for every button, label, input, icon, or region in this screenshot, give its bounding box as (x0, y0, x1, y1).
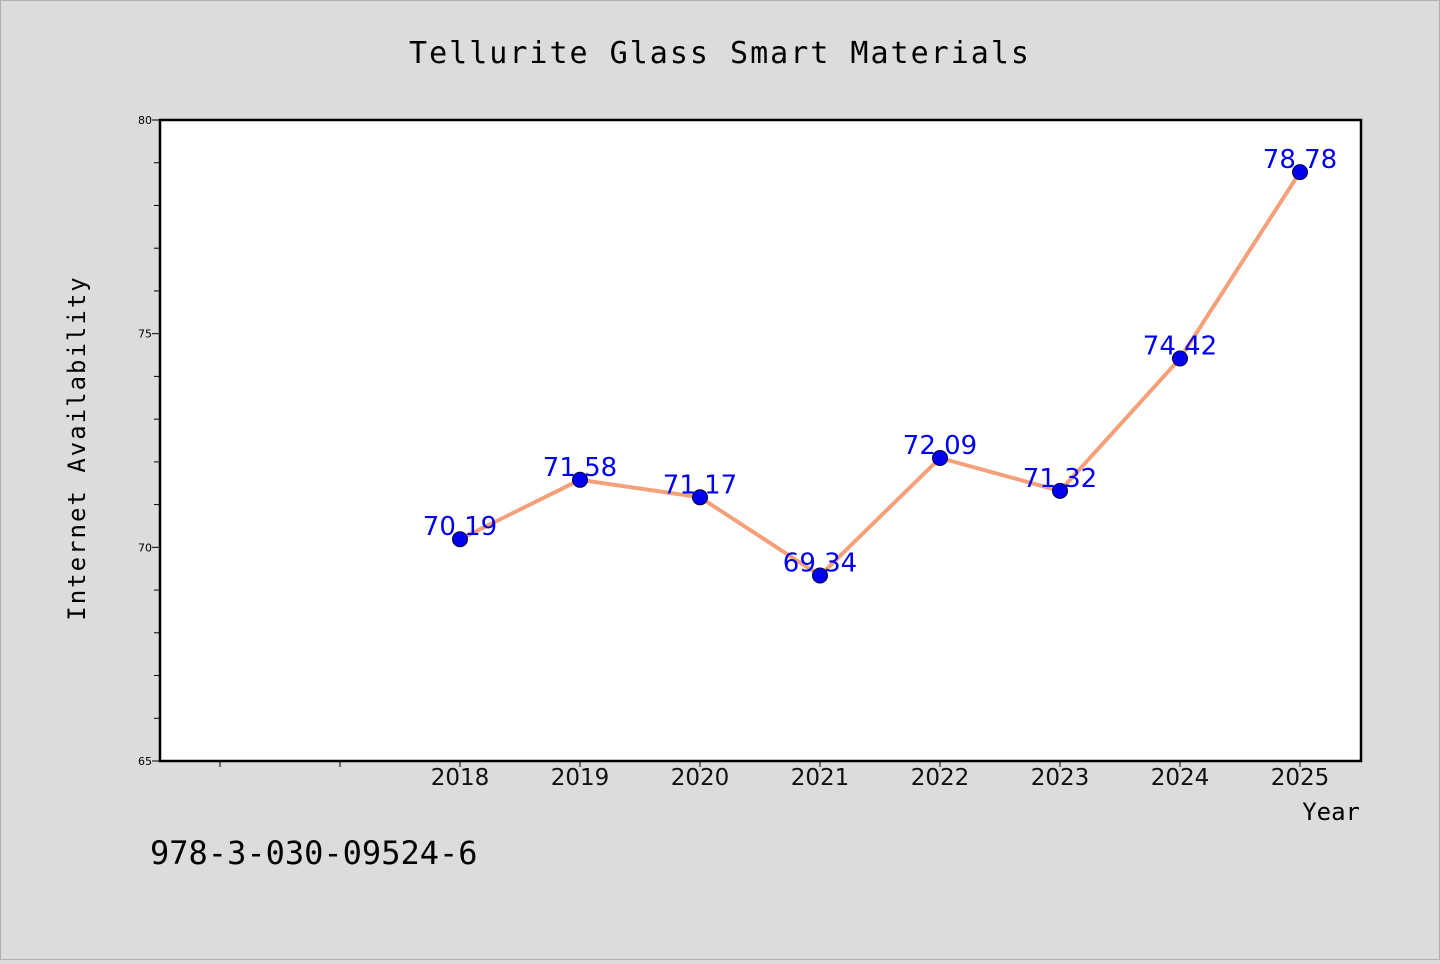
plot-area (158, 118, 1363, 763)
data-label: 70.19 (423, 512, 497, 542)
series-line (459, 171, 1302, 578)
y-axis-label: Internet Availability (63, 275, 91, 620)
data-label: 71.58 (543, 453, 617, 483)
data-point (572, 471, 588, 488)
data-markers (452, 164, 1308, 584)
x-axis-ticks: 2018 2019 2020 2021 2022 2023 2024 2025 (219, 761, 1330, 791)
data-label: 74.42 (1143, 332, 1217, 362)
data-label: 71.17 (663, 470, 737, 500)
data-point (812, 567, 828, 584)
x-tick-label: 2023 (1031, 765, 1090, 791)
data-point (692, 489, 708, 506)
chart-title: Tellurite Glass Smart Materials (409, 36, 1031, 71)
y-tick-label: 80 (138, 114, 152, 127)
y-axis-ticks: 65 70 75 80 (138, 114, 160, 768)
y-tick-label: 70 (138, 541, 152, 554)
data-label: 72.09 (903, 431, 977, 461)
footer-isbn: 978-3-030-09524-6 (150, 834, 478, 872)
data-point (1172, 350, 1188, 367)
x-tick-label: 2019 (551, 765, 610, 791)
x-tick-label: 2022 (911, 765, 970, 791)
x-tick-label: 2025 (1271, 765, 1330, 791)
data-label: 78.78 (1263, 145, 1337, 175)
data-labels: 70.19 71.58 71.17 69.34 72.09 71.32 74.42 78.78 (423, 145, 1337, 578)
x-axis-label: Year (1302, 798, 1360, 826)
data-label: 71.32 (1023, 464, 1097, 494)
data-point (452, 531, 468, 548)
x-tick-label: 2018 (431, 765, 490, 791)
y-tick-label: 65 (138, 755, 152, 768)
y-tick-label: 75 (138, 328, 152, 341)
data-point (932, 450, 948, 466)
data-point (1052, 482, 1068, 499)
data-label: 69.34 (783, 549, 857, 579)
x-tick-label: 2021 (791, 765, 850, 791)
x-tick-label: 2020 (671, 765, 730, 791)
data-point (1292, 164, 1308, 181)
x-tick-label: 2024 (1151, 765, 1210, 791)
